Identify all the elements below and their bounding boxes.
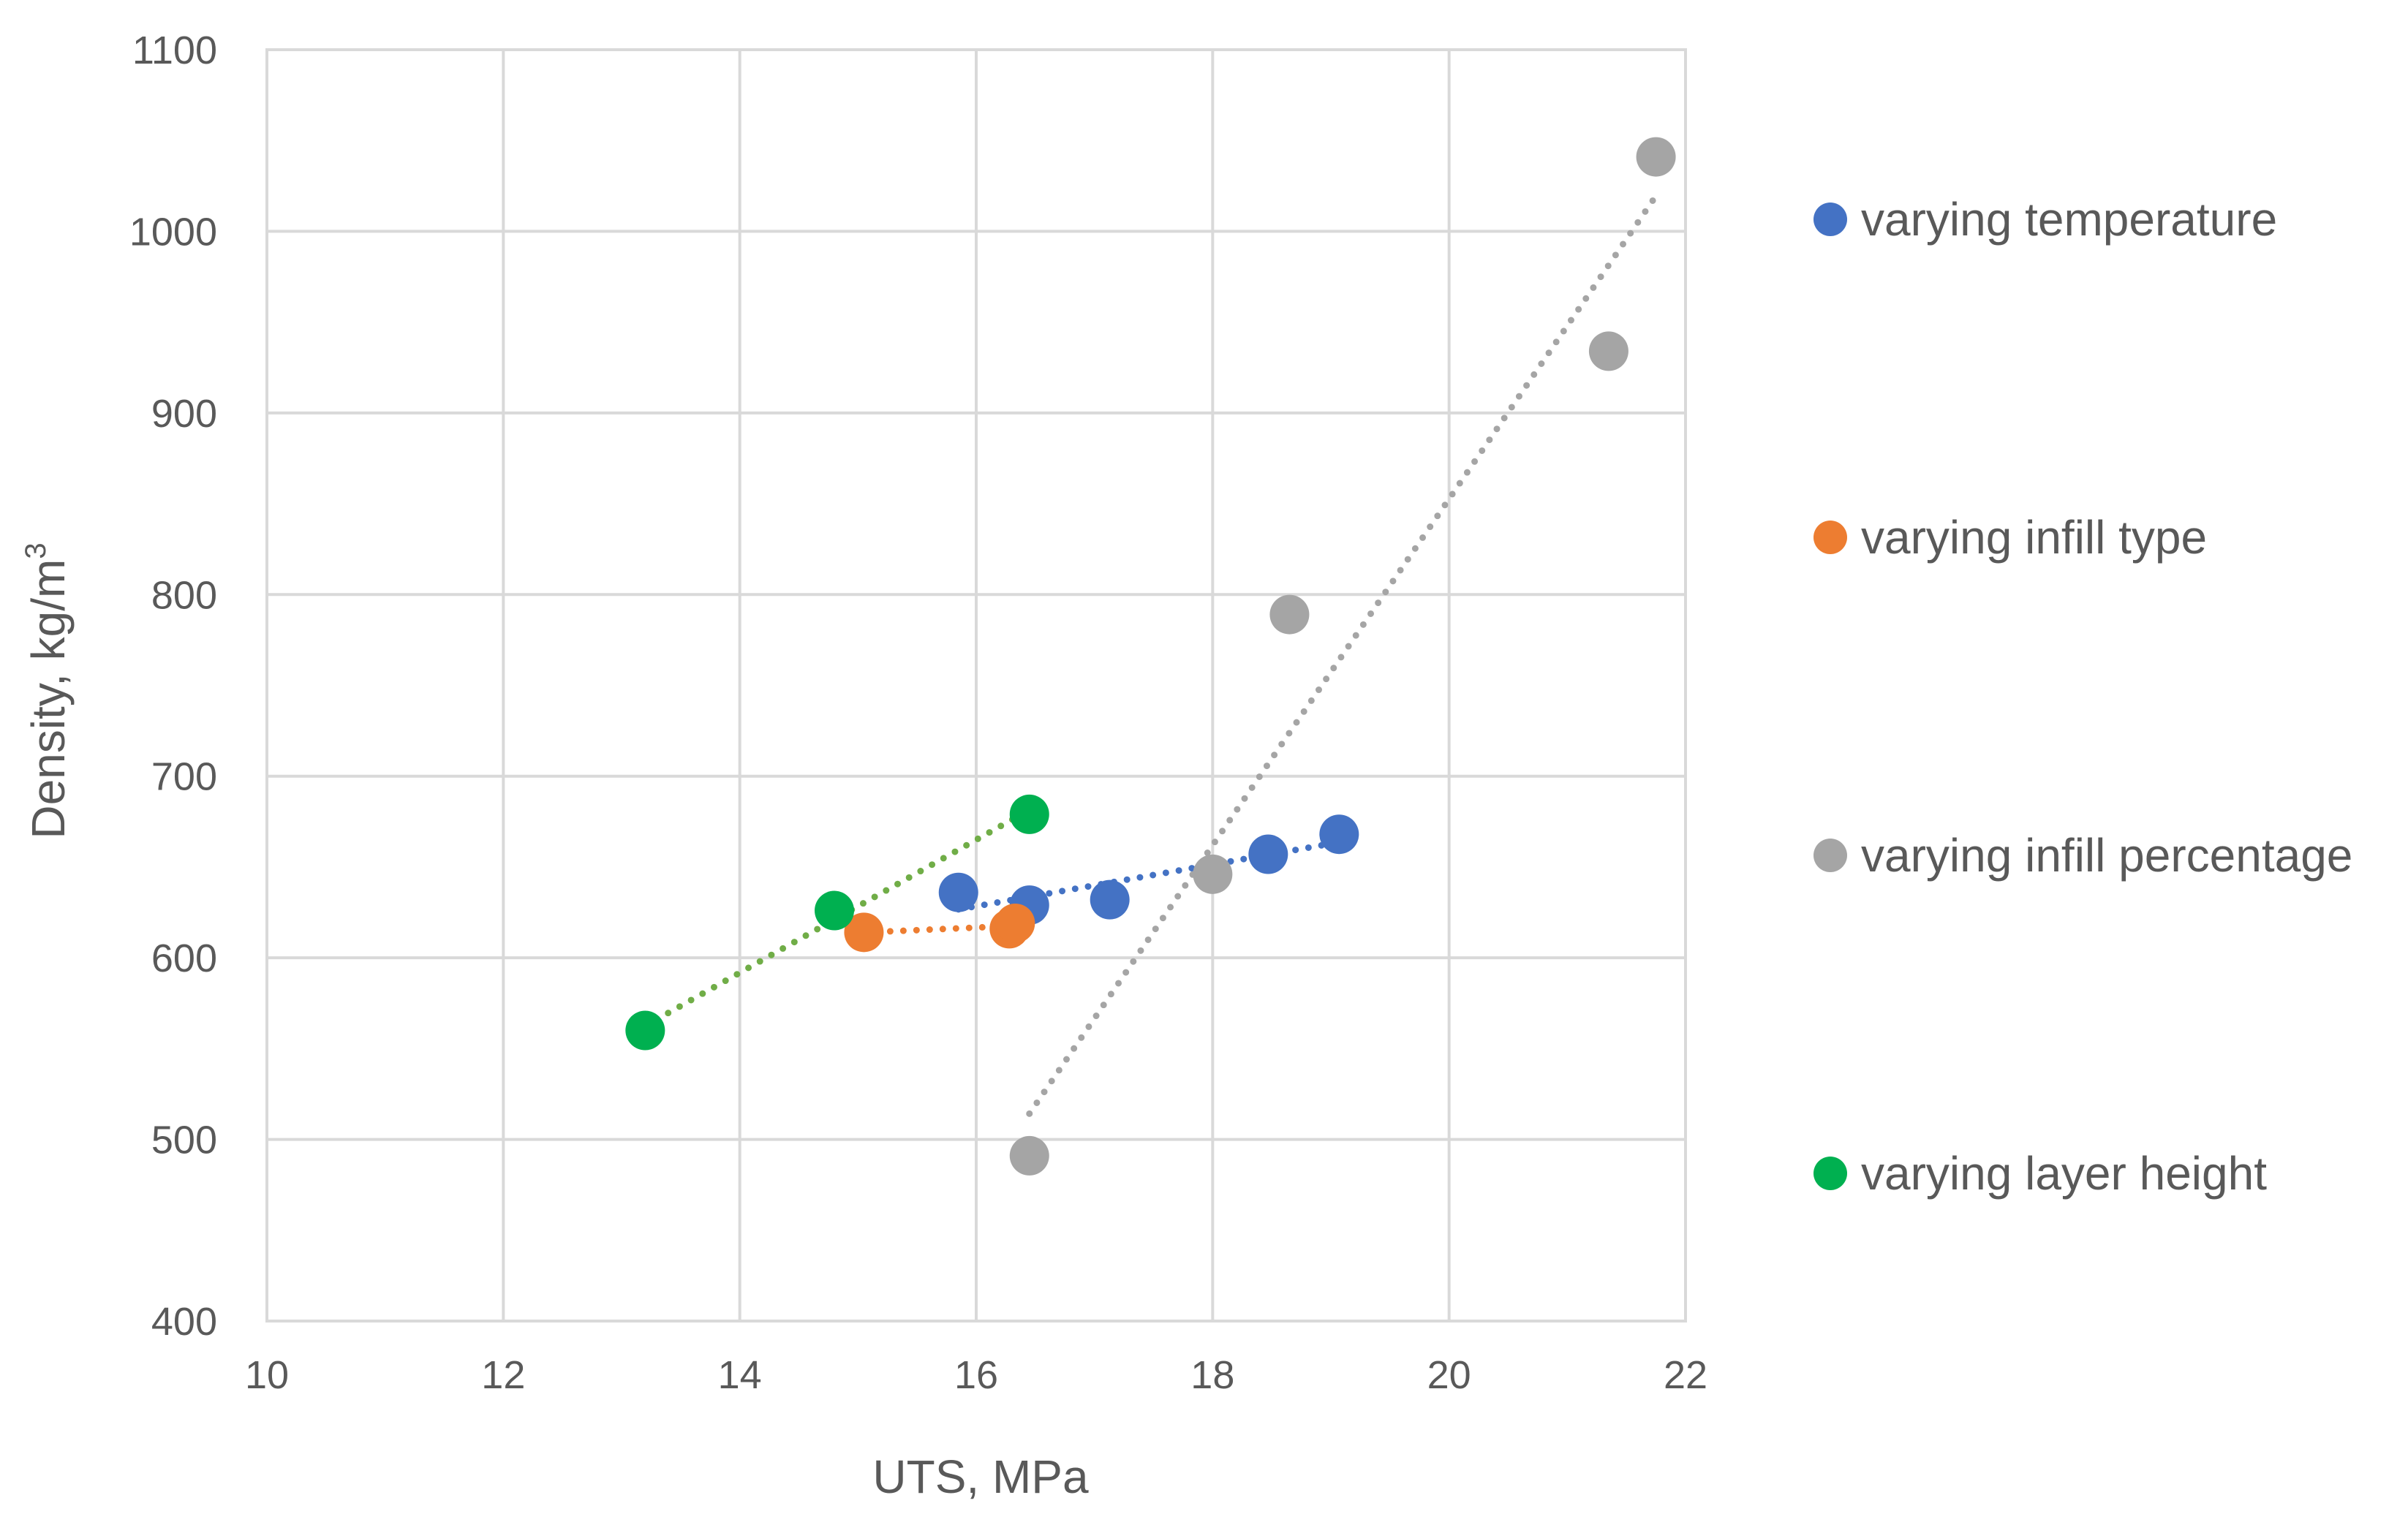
x-tick-label: 20 bbox=[1427, 1353, 1471, 1397]
data-point bbox=[625, 1010, 665, 1051]
y-tick-label: 1100 bbox=[132, 29, 217, 72]
data-point bbox=[995, 903, 1035, 943]
x-axis-title: UTS, MPa bbox=[872, 1450, 1089, 1503]
data-point bbox=[844, 912, 884, 953]
data-point bbox=[1248, 834, 1288, 874]
y-axis-title: Density, kg/m3 bbox=[20, 542, 75, 839]
trendlines bbox=[641, 192, 1660, 1117]
data-point bbox=[815, 890, 854, 931]
data-point bbox=[938, 872, 978, 912]
y-tick-label: 500 bbox=[151, 1119, 217, 1162]
data-point bbox=[1269, 594, 1310, 635]
y-tick-label: 400 bbox=[151, 1300, 217, 1344]
legend-marker bbox=[1813, 1157, 1847, 1190]
y-tick-label: 800 bbox=[151, 573, 217, 617]
trendline bbox=[1026, 192, 1660, 1117]
legend-label: varying layer height bbox=[1861, 1147, 2267, 1200]
legend-marker bbox=[1813, 203, 1847, 236]
x-tick-label: 12 bbox=[481, 1353, 525, 1397]
data-point bbox=[1009, 1135, 1049, 1176]
y-tick-label: 600 bbox=[151, 936, 217, 980]
axis-ticks: 10 12 14 16 18 20 22 400 500 600 700 800 900 1000 1100 bbox=[129, 29, 1707, 1397]
plot-area-frame bbox=[265, 48, 1687, 1322]
legend-marker bbox=[1813, 521, 1847, 554]
legend-marker bbox=[1813, 839, 1847, 872]
y-axis-title-main: Density, kg/m bbox=[22, 559, 75, 839]
y-tick-label: 1000 bbox=[129, 210, 217, 254]
data-point bbox=[1009, 794, 1049, 834]
x-tick-label: 10 bbox=[245, 1353, 289, 1397]
trendline bbox=[860, 922, 1019, 936]
x-tick-label: 18 bbox=[1190, 1353, 1234, 1397]
data-point bbox=[1636, 137, 1676, 177]
data-point bbox=[1090, 879, 1130, 920]
data-point bbox=[1588, 331, 1628, 371]
data-point bbox=[1193, 854, 1233, 894]
trendline bbox=[641, 806, 1033, 1029]
x-tick-label: 22 bbox=[1664, 1353, 1707, 1397]
x-tick-label: 14 bbox=[718, 1353, 762, 1397]
legend-label: varying infill percentage bbox=[1861, 829, 2352, 882]
y-axis-title-superscript: 3 bbox=[20, 542, 52, 559]
data-point bbox=[1319, 814, 1359, 855]
legend-label: varying temperature bbox=[1861, 193, 2277, 246]
y-tick-label: 900 bbox=[151, 392, 217, 436]
data-points bbox=[625, 137, 1676, 1176]
x-tick-label: 16 bbox=[954, 1353, 998, 1397]
legend: varying temperature varying infill type va… bbox=[1813, 193, 2352, 1200]
legend-label: varying infill type bbox=[1861, 511, 2207, 564]
y-tick-label: 700 bbox=[151, 755, 217, 799]
gridlines bbox=[265, 48, 1687, 1322]
